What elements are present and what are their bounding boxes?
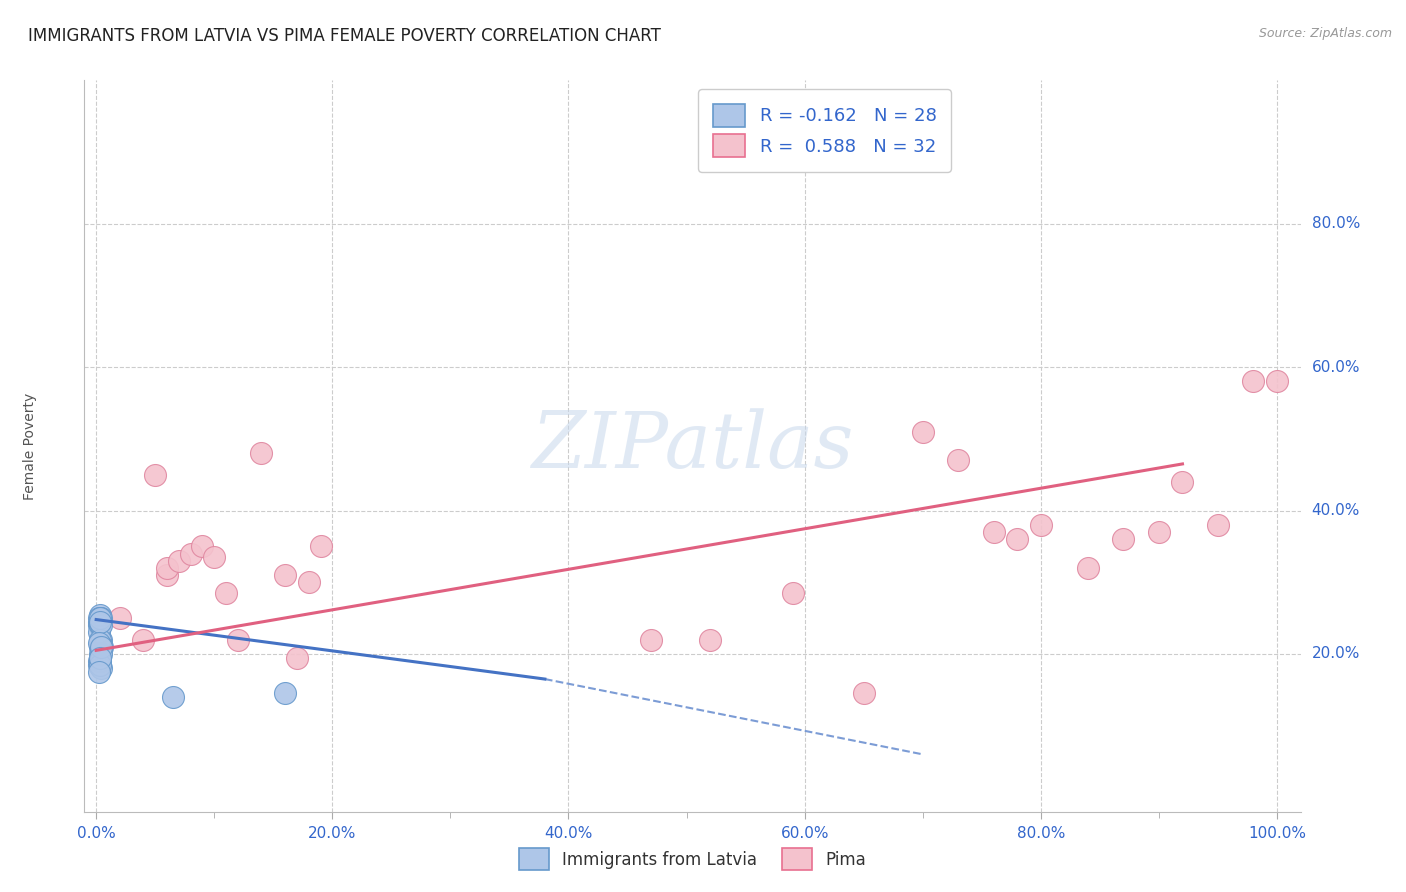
- Text: 60.0%: 60.0%: [1312, 359, 1360, 375]
- Point: [90, 640, 112, 654]
- Point: [87, 618, 110, 632]
- Text: ZIPatlas: ZIPatlas: [531, 408, 853, 484]
- Point: [89, 611, 111, 625]
- Text: 40.0%: 40.0%: [1312, 503, 1360, 518]
- Point: [132, 632, 155, 647]
- Point: [274, 568, 297, 582]
- Point: [911, 425, 934, 439]
- Point: [167, 554, 190, 568]
- Point: [90, 661, 112, 675]
- Point: [1206, 517, 1229, 532]
- Point: [89, 615, 111, 629]
- Point: [90, 647, 112, 661]
- Point: [87, 615, 110, 629]
- Point: [90, 611, 112, 625]
- Point: [298, 575, 321, 590]
- Point: [640, 632, 662, 647]
- Point: [274, 686, 297, 700]
- Point: [250, 446, 273, 460]
- Point: [89, 632, 111, 647]
- Point: [852, 686, 875, 700]
- Point: [1171, 475, 1194, 489]
- Text: 20.0%: 20.0%: [1312, 647, 1360, 662]
- Point: [215, 586, 238, 600]
- Point: [1029, 517, 1052, 532]
- Point: [87, 636, 110, 650]
- Point: [699, 632, 721, 647]
- Point: [89, 654, 111, 668]
- Point: [180, 547, 202, 561]
- Point: [285, 650, 308, 665]
- Point: [946, 453, 969, 467]
- Point: [89, 636, 111, 650]
- Point: [191, 540, 214, 554]
- Point: [89, 647, 111, 661]
- Point: [309, 540, 332, 554]
- Point: [89, 650, 111, 665]
- Point: [1147, 524, 1170, 539]
- Point: [983, 524, 1005, 539]
- Point: [108, 611, 131, 625]
- Text: Source: ZipAtlas.com: Source: ZipAtlas.com: [1258, 27, 1392, 40]
- Point: [87, 611, 110, 625]
- Point: [143, 467, 166, 482]
- Text: 80.0%: 80.0%: [1312, 216, 1360, 231]
- Point: [782, 586, 804, 600]
- Point: [91, 640, 114, 654]
- Point: [87, 665, 110, 679]
- Point: [1005, 533, 1028, 547]
- Point: [89, 640, 111, 654]
- Point: [87, 657, 110, 672]
- Point: [156, 568, 179, 582]
- Point: [156, 561, 179, 575]
- Point: [89, 657, 111, 672]
- Point: [90, 632, 112, 647]
- Point: [1241, 375, 1264, 389]
- Point: [87, 625, 110, 640]
- Point: [87, 654, 110, 668]
- Point: [89, 650, 111, 665]
- Point: [162, 690, 184, 704]
- Point: [226, 632, 249, 647]
- Point: [1077, 561, 1099, 575]
- Point: [90, 640, 112, 654]
- Point: [89, 607, 111, 622]
- Text: Female Poverty: Female Poverty: [22, 392, 37, 500]
- Point: [89, 618, 111, 632]
- Text: IMMIGRANTS FROM LATVIA VS PIMA FEMALE POVERTY CORRELATION CHART: IMMIGRANTS FROM LATVIA VS PIMA FEMALE PO…: [28, 27, 661, 45]
- Point: [202, 550, 225, 565]
- Point: [90, 618, 112, 632]
- Point: [1265, 375, 1288, 389]
- Legend: Immigrants from Latvia, Pima: Immigrants from Latvia, Pima: [512, 842, 873, 877]
- Point: [1112, 533, 1135, 547]
